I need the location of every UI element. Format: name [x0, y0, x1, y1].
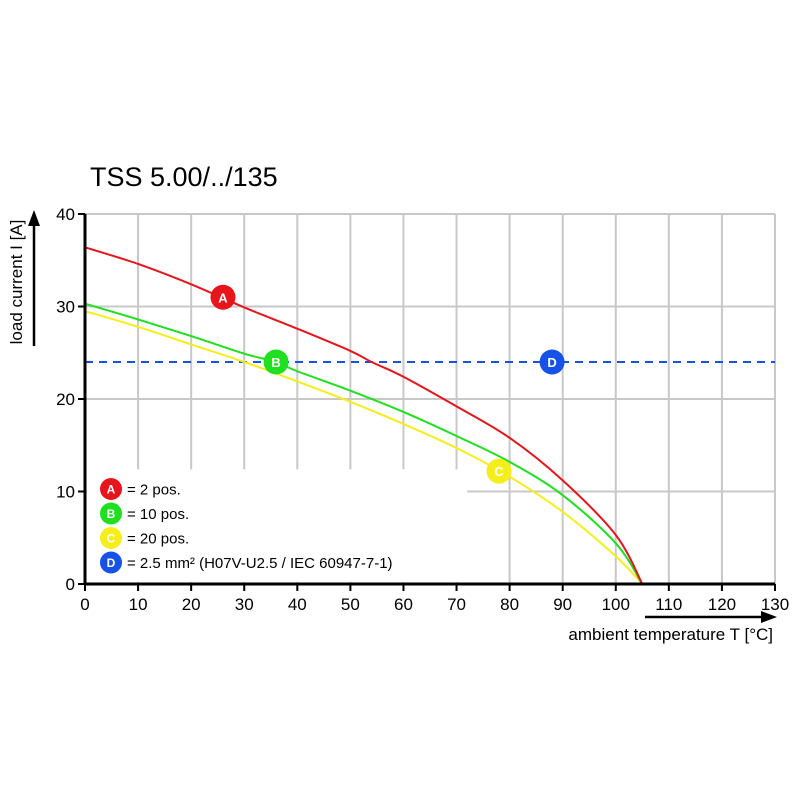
legend-marker-B — [100, 502, 122, 525]
y-axis-arrowhead — [28, 210, 40, 226]
series-line-B — [84, 302, 644, 585]
x-tick-label: 80 — [500, 595, 519, 614]
legend-marker-label-A: A — [107, 483, 116, 497]
legend-entry-D: = 2.5 mm² (H07V-U2.5 / IEC 60947-7-1) — [127, 555, 393, 572]
x-tick-label: 110 — [655, 595, 682, 614]
y-tick-label: 20 — [56, 390, 75, 409]
y-tick-label: 30 — [56, 298, 75, 317]
x-tick-label: 90 — [553, 595, 572, 614]
series-line-A — [84, 246, 644, 585]
series-marker-label-A: A — [218, 290, 228, 305]
series-marker-B — [263, 349, 289, 375]
legend-marker-label-D: D — [107, 556, 116, 570]
series-marker-label-C: C — [494, 464, 504, 479]
series-marker-label-D: D — [547, 355, 556, 370]
legend-marker-D — [100, 551, 122, 574]
x-tick-label: 120 — [708, 595, 736, 614]
x-tick-label: 0 — [80, 595, 89, 614]
y-tick-label: 0 — [66, 575, 75, 594]
x-axis-arrowhead — [761, 611, 777, 623]
legend-entry-B: = 10 pos. — [127, 506, 189, 523]
y-tick-label: 40 — [56, 205, 75, 224]
series-marker-D — [539, 349, 565, 375]
legend-marker-A — [100, 478, 122, 500]
x-tick-label: 30 — [235, 595, 254, 614]
legend-background — [87, 469, 468, 582]
y-tick-label: 10 — [56, 483, 75, 502]
legend-marker-C — [100, 527, 122, 549]
series-marker-A — [210, 284, 236, 310]
x-tick-label: 20 — [182, 595, 201, 614]
x-tick-label: 100 — [602, 595, 630, 614]
x-tick-label: 70 — [447, 595, 466, 614]
x-tick-label: 40 — [288, 595, 307, 614]
legend-marker-label-B: B — [107, 507, 116, 521]
series-marker-label-B: B — [271, 355, 280, 370]
x-axis-label: ambient temperature T [°C] — [568, 625, 773, 644]
series-marker-C — [486, 458, 512, 484]
chart-title: TSS 5.00/../135 — [90, 162, 278, 192]
x-tick-label: 10 — [129, 595, 148, 614]
x-tick-label: 130 — [761, 595, 789, 614]
series-line-C — [84, 310, 644, 585]
x-tick-label: 60 — [394, 595, 413, 614]
legend-entry-A: = 2 pos. — [127, 482, 181, 499]
y-axis-label: load current I [A] — [7, 220, 26, 345]
legend-marker-label-C: C — [107, 532, 116, 546]
legend-entry-C: = 20 pos. — [127, 531, 189, 548]
x-tick-label: 50 — [341, 595, 360, 614]
